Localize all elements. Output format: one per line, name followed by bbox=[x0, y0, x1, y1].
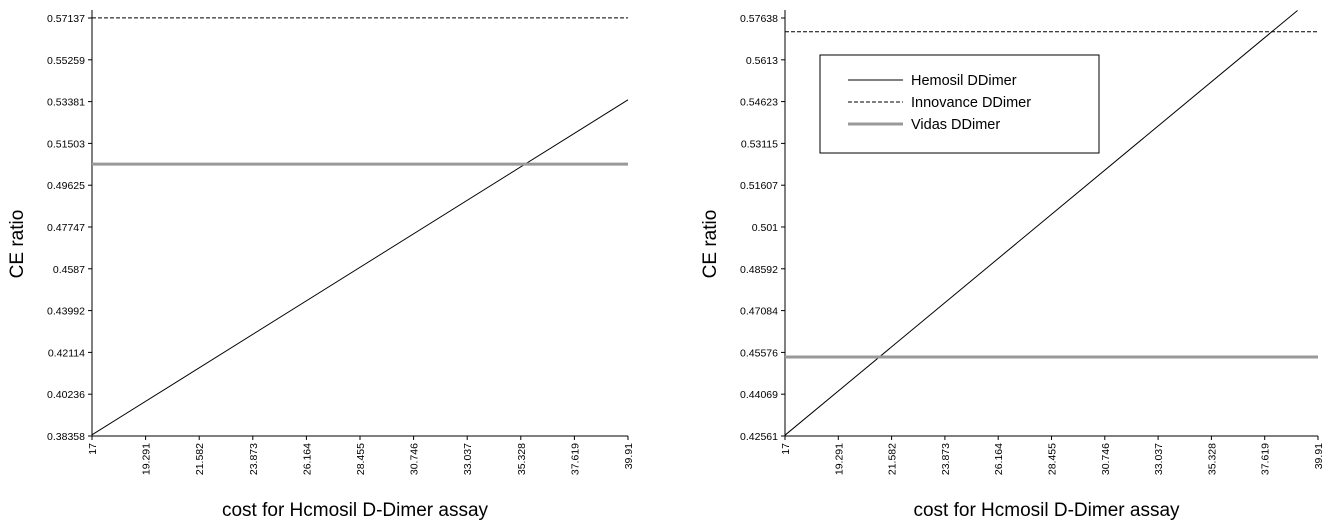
y-tick-label: 0.42561 bbox=[740, 431, 778, 443]
x-tick-label: 37.619 bbox=[1260, 443, 1272, 475]
x-tick-label: 37.619 bbox=[569, 443, 581, 475]
x-tick-label: 17 bbox=[780, 443, 792, 455]
legend-box bbox=[819, 54, 1100, 154]
x-tick-label: 35.328 bbox=[516, 443, 528, 475]
x-tick-label: 28.455 bbox=[1047, 443, 1059, 475]
x-tick-label: 26.164 bbox=[993, 443, 1005, 475]
y-tick-label: 0.38358 bbox=[47, 431, 85, 443]
x-tick-label: 35.328 bbox=[1206, 443, 1218, 475]
y-tick-label: 0.51503 bbox=[47, 138, 85, 150]
x-tick-label: 30.746 bbox=[1100, 443, 1112, 475]
y-tick-label: 0.43992 bbox=[47, 306, 85, 318]
y-axis-title: CE ratio bbox=[700, 210, 721, 279]
y-tick-label: 0.49625 bbox=[47, 180, 85, 192]
x-tick-label: 39.91 bbox=[623, 443, 635, 469]
x-tick-label: 33.037 bbox=[462, 443, 474, 475]
x-tick-label: 26.164 bbox=[301, 443, 313, 475]
y-tick-label: 0.44069 bbox=[740, 389, 778, 401]
y-tick-label: 0.5613 bbox=[746, 55, 778, 67]
x-tick-label: 21.582 bbox=[194, 443, 206, 475]
series-line-1 bbox=[91, 99, 629, 436]
x-tick-label: 19.291 bbox=[833, 443, 845, 475]
x-tick-label: 21.582 bbox=[887, 443, 899, 475]
y-tick-label: 0.40236 bbox=[47, 389, 85, 401]
x-tick-label: 17 bbox=[87, 443, 99, 455]
y-tick-label: 0.51607 bbox=[740, 180, 778, 192]
y-tick-label: 0.501 bbox=[752, 222, 778, 234]
y-tick-label: 0.54623 bbox=[740, 97, 778, 109]
x-tick-label: 30.746 bbox=[409, 443, 421, 475]
legend-label-2: Innovance DDimer bbox=[911, 95, 1031, 111]
y-tick-label: 0.4587 bbox=[53, 264, 85, 276]
y-tick-label: 0.53381 bbox=[47, 97, 85, 109]
y-tick-label: 0.45576 bbox=[740, 347, 778, 359]
x-tick-label: 19.291 bbox=[141, 443, 153, 475]
legend-label-1: Hemosil DDimer bbox=[911, 73, 1017, 89]
y-tick-label: 0.47084 bbox=[740, 306, 778, 318]
y-tick-label: 0.53115 bbox=[741, 138, 778, 150]
y-tick-label: 0.57137 bbox=[47, 13, 85, 25]
x-tick-label: 28.455 bbox=[355, 443, 367, 475]
x-tick-label: 23.873 bbox=[940, 443, 952, 475]
x-axis-title: cost for Hcmosil D-Dimer assay bbox=[913, 500, 1180, 521]
legend-label-3: Vidas DDimer bbox=[911, 117, 1000, 133]
series-line-1 bbox=[784, 10, 1298, 436]
y-tick-label: 0.47747 bbox=[47, 222, 85, 234]
x-tick-label: 39.91 bbox=[1313, 443, 1325, 469]
x-axis-title: cost for Hcmosil D-Dimer assay bbox=[222, 500, 489, 521]
y-axis-title: CE ratio bbox=[7, 210, 28, 279]
y-tick-label: 0.57638 bbox=[740, 13, 778, 25]
x-tick-label: 33.037 bbox=[1153, 443, 1165, 475]
y-tick-label: 0.42114 bbox=[48, 347, 85, 359]
y-tick-label: 0.55259 bbox=[47, 55, 85, 67]
x-tick-label: 23.873 bbox=[248, 443, 260, 475]
y-tick-label: 0.48592 bbox=[740, 264, 778, 276]
